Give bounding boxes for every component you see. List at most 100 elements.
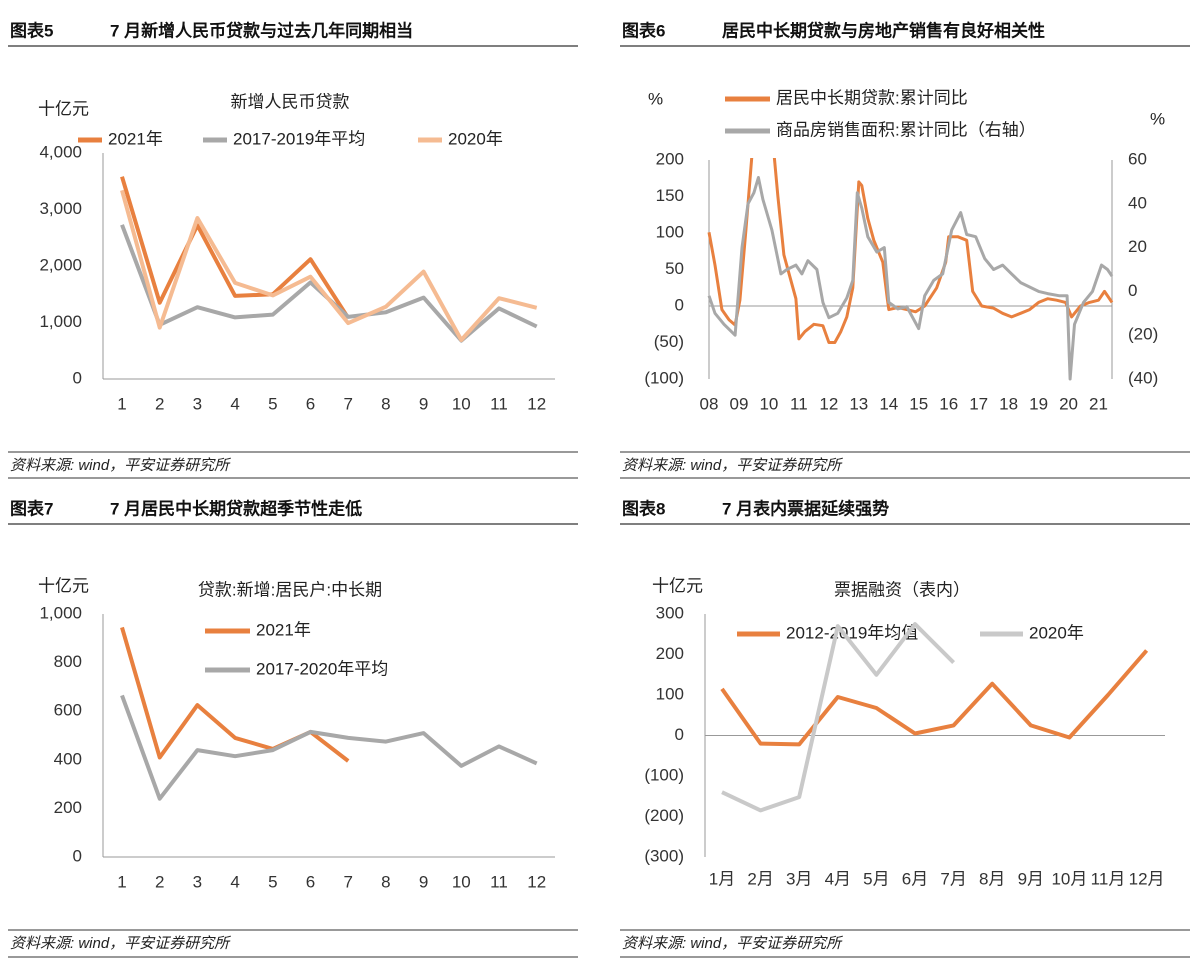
x-tick-label: 4 [230,872,239,891]
x-tick-label: 2 [155,872,164,891]
legend-label: 2017-2020年平均 [256,659,388,678]
x-tick-label: 17 [969,394,988,413]
series-line [721,622,956,813]
series-line [120,189,538,342]
x-tick-label: 8 [381,394,390,413]
chart-title: 贷款:新增:居民户:中长期 [198,580,382,599]
figure-heading: 7 月居民中长期贷款超季节性走低 [110,498,362,518]
x-tick-label: 12月 [1129,869,1165,888]
chart-title: 新增人民币贷款 [231,92,350,111]
x-tick-label: 14 [879,394,898,413]
y-tick-label: 150 [656,186,684,205]
y-unit: 十亿元 [38,99,89,118]
y-tick-label: 200 [656,644,684,663]
y2-tick-label: 20 [1128,237,1147,256]
x-tick-label: 2 [155,394,164,413]
chart-title: 票据融资（表内） [834,580,970,599]
series-line [720,649,1149,747]
y-tick-label: 3,000 [39,199,82,218]
x-tick-label: 11月 [1091,869,1126,888]
y-tick-label: 4,000 [39,142,82,161]
x-tick-label: 18 [999,394,1018,413]
figure-heading: 7 月新增人民币贷款与过去几年同期相当 [110,20,413,40]
x-tick-label: 6 [306,872,315,891]
x-tick-label: 21 [1089,394,1108,413]
figure-label: 图表8 [622,498,665,518]
x-tick-label: 20 [1059,394,1078,413]
x-tick-label: 5 [268,394,277,413]
x-tick-label: 3 [193,872,202,891]
x-tick-label: 19 [1029,394,1048,413]
figure-label: 图表7 [10,498,53,518]
source: 资料来源: wind，平安证券研究所 [622,457,843,474]
series-line [120,694,538,801]
x-tick-label: 10 [759,394,778,413]
source: 资料来源: wind，平安证券研究所 [10,935,231,952]
x-tick-label: 1 [117,394,126,413]
x-tick-label: 5月 [863,869,889,888]
y-tick-label: 200 [54,798,82,817]
x-tick-label: 12 [527,872,546,891]
x-tick-label: 11 [490,872,508,891]
source: 资料来源: wind，平安证券研究所 [10,457,231,474]
y-tick-label: 0 [73,368,82,387]
y2-tick-label: 60 [1128,149,1147,168]
x-tick-label: 15 [909,394,928,413]
x-tick-label: 16 [939,394,958,413]
y-tick-label: 0 [675,725,684,744]
x-tick-label: 8 [381,872,390,891]
x-tick-label: 3 [193,394,202,413]
series-line [707,176,1114,381]
legend-label: 2017-2019年平均 [233,129,365,148]
y-unit: 十亿元 [38,576,89,595]
x-tick-label: 13 [849,394,868,413]
y-tick-label: 200 [656,149,684,168]
x-tick-label: 9 [419,872,428,891]
y2-tick-label: 40 [1128,193,1147,212]
source: 资料来源: wind，平安证券研究所 [622,935,843,952]
y-tick-label: 0 [73,846,82,865]
x-tick-label: 09 [730,394,749,413]
y-tick-label: 100 [656,684,684,703]
x-tick-label: 4月 [825,869,851,888]
y-unit: % [648,89,663,108]
x-tick-label: 10 [452,394,471,413]
x-tick-label: 10 [452,872,471,891]
figure-heading: 居民中长期贷款与房地产销售有良好相关性 [722,20,1045,40]
legend-label: 2020年 [1029,623,1084,642]
y-tick-label: (200) [644,806,684,825]
figure-heading: 7 月表内票据延续强势 [722,498,889,518]
x-tick-label: 6 [306,394,315,413]
y-tick-label: 600 [54,701,82,720]
figure-label: 图表6 [622,20,665,40]
legend-label: 2020年 [448,129,503,148]
y2-tick-label: (40) [1128,368,1158,387]
y-tick-label: 400 [54,749,82,768]
x-tick-label: 1月 [709,869,735,888]
series-line [120,176,350,320]
y-tick-label: 300 [656,603,684,622]
x-tick-label: 10月 [1051,869,1087,888]
series-line [120,626,350,763]
series-line [707,158,1114,344]
y-tick-label: (50) [654,332,684,351]
x-tick-label: 7 [343,872,352,891]
y2-unit: % [1150,109,1165,128]
y2-tick-label: 0 [1128,281,1137,300]
y-tick-label: 1,000 [39,312,82,331]
x-tick-label: 4 [230,394,239,413]
x-tick-label: 08 [700,394,719,413]
y-tick-label: (100) [644,368,684,387]
x-tick-label: 5 [268,872,277,891]
x-tick-label: 7月 [940,869,966,888]
x-tick-label: 11 [490,394,508,413]
x-tick-label: 12 [527,394,546,413]
y-tick-label: 0 [675,295,684,314]
legend-label: 2021年 [108,129,163,148]
legend-label: 2021年 [256,620,311,639]
y-tick-label: 50 [665,259,684,278]
y-tick-label: 1,000 [39,603,82,622]
x-tick-label: 1 [117,872,126,891]
y-tick-label: 800 [54,652,82,671]
legend-label: 商品房销售面积:累计同比（右轴） [776,120,1036,139]
